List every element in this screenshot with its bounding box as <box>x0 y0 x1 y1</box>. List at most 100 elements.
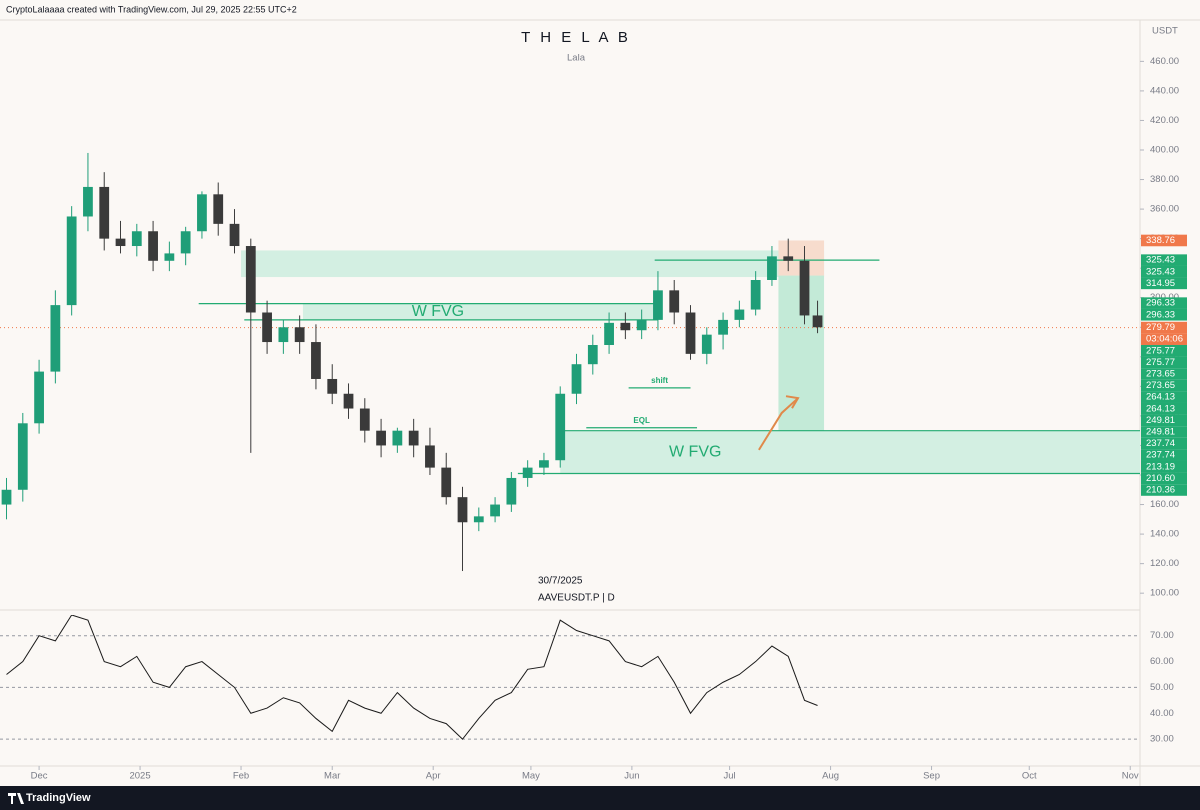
price-label <box>1141 265 1187 278</box>
footer-bar <box>0 786 1200 810</box>
candle-body <box>115 238 126 247</box>
candle-body <box>327 378 338 394</box>
candle-body <box>522 467 533 478</box>
price-label <box>1141 254 1187 266</box>
candle-body <box>718 319 728 335</box>
candle-body <box>506 477 517 505</box>
zone-label: W FVG <box>669 443 721 460</box>
candle-body <box>669 290 680 313</box>
candle-body <box>555 393 566 461</box>
y-tick-label: 380.00 <box>1150 174 1179 185</box>
price-label-text: 249.81 <box>1146 415 1175 426</box>
date-label: 30/7/2025 <box>538 576 583 587</box>
price-label <box>1141 414 1187 427</box>
y-tick-label: 440.00 <box>1150 85 1179 96</box>
price-pane: W FVG W FVG shift EQL <box>0 152 1140 572</box>
currency: USDT <box>1152 26 1178 37</box>
price-label-text: 275.77 <box>1146 357 1175 368</box>
price-label <box>1141 356 1187 369</box>
rsi-pane <box>0 615 1140 740</box>
x-tick-label: Jun <box>624 771 639 782</box>
candle-body <box>571 364 582 394</box>
y-tick-label: 120.00 <box>1150 558 1179 569</box>
candle-body <box>490 504 500 517</box>
candle-body <box>408 430 419 446</box>
y-tick-label: 400.00 <box>1150 145 1179 156</box>
candle-body <box>587 345 598 365</box>
zone <box>560 430 1140 474</box>
price-label <box>1141 402 1187 415</box>
price-label-text: 213.19 <box>1146 461 1175 472</box>
candle-body <box>701 334 712 354</box>
price-label-text: 210.60 <box>1146 473 1175 484</box>
candle-body <box>17 423 28 490</box>
candle-body <box>1 489 12 505</box>
candle-body <box>392 430 403 446</box>
y-tick-label: 100.00 <box>1150 588 1179 599</box>
candle-body <box>604 322 614 345</box>
candle-body <box>539 460 549 468</box>
candle-body <box>180 231 191 254</box>
price-label-text: 273.65 <box>1146 380 1175 391</box>
price-label-text: 296.33 <box>1146 309 1175 320</box>
countdown: 03:04:06 <box>1146 334 1183 345</box>
candle-body <box>750 280 761 310</box>
countdown-box <box>1141 333 1187 345</box>
x-tick-label: Apr <box>426 771 441 782</box>
candle-body <box>767 256 777 280</box>
price-label <box>1141 472 1187 485</box>
y-tick-label: 160.00 <box>1150 499 1179 510</box>
candle-body <box>278 327 289 343</box>
price-label-text: 264.13 <box>1146 392 1175 403</box>
x-tick-label: Sep <box>923 771 940 782</box>
price-label-text: 249.81 <box>1146 426 1175 437</box>
candle-body <box>213 194 224 224</box>
price-label <box>1141 379 1187 392</box>
price-label-text: 325.43 <box>1146 255 1175 266</box>
candle-body <box>245 246 256 313</box>
arrow-head <box>785 395 800 409</box>
rsi-tick-label: 70.00 <box>1150 630 1174 641</box>
x-tick-label: Jul <box>724 771 736 782</box>
price-label <box>1141 308 1187 321</box>
x-tick-label: Mar <box>324 771 340 782</box>
candle-body <box>83 186 93 217</box>
y-tick-label: 460.00 <box>1150 56 1179 67</box>
price-label <box>1141 277 1187 290</box>
zone <box>302 303 658 320</box>
candle-body <box>376 430 386 446</box>
arrow <box>758 397 799 451</box>
price-label <box>1141 449 1187 461</box>
candle-body <box>66 216 77 306</box>
candle-body <box>294 327 305 343</box>
price-label <box>1141 234 1187 247</box>
candle-body <box>441 467 452 498</box>
candle-body <box>653 290 663 320</box>
rsi-tick-label: 30.00 <box>1150 734 1174 745</box>
price-label <box>1141 460 1187 473</box>
price-label <box>1141 484 1187 496</box>
footer: TradingView <box>26 792 91 804</box>
price-label <box>1141 437 1187 450</box>
price-label-text: 314.95 <box>1146 278 1175 289</box>
candle-body <box>359 408 370 431</box>
candle-body <box>799 260 810 316</box>
header: CryptoLalaaaa created with TradingView.c… <box>6 4 297 14</box>
candle-body <box>457 497 468 523</box>
y-tick-label: 420.00 <box>1150 115 1179 126</box>
price-label-text: 338.76 <box>1146 235 1175 246</box>
level-label: shift <box>651 376 668 385</box>
x-tick-label: Feb <box>233 771 249 782</box>
price-label-text: 296.33 <box>1146 298 1175 309</box>
price-label <box>1141 426 1187 438</box>
rsi-tick-label: 40.00 <box>1150 708 1174 719</box>
x-tick-label: Oct <box>1022 771 1037 782</box>
price-label <box>1141 368 1187 380</box>
price-label-text: 210.36 <box>1146 484 1175 495</box>
candle-body <box>734 309 745 320</box>
price-label-text: 275.77 <box>1146 345 1175 356</box>
price-label-text: 237.74 <box>1146 438 1175 449</box>
candle-body <box>262 312 272 343</box>
candle-body <box>343 393 354 409</box>
